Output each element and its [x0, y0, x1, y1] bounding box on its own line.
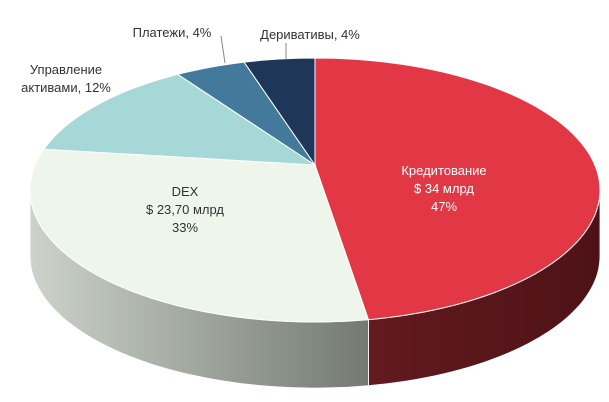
label-lending-name: Кредитование [401, 163, 486, 178]
label-dex-amount: $ 23,70 млрд [146, 202, 224, 217]
label-asset-management: Управление активами, 12% [21, 62, 111, 95]
label-lending-percent: 47% [431, 199, 457, 214]
leader-line-payments [220, 35, 226, 64]
slice-3 [176, 61, 316, 166]
slice-4 [243, 57, 316, 167]
label-dex-percent: 33% [172, 220, 198, 235]
label-dex-name: DEX [172, 184, 199, 199]
slice-0 [314, 57, 601, 321]
label-lending-amount: $ 34 млрд [414, 181, 474, 196]
label-payments: Платежи, 4% [133, 25, 212, 40]
slice-1 [29, 148, 370, 323]
label-derivatives: Деривативы, 4% [260, 27, 360, 42]
slice-2 [42, 73, 317, 166]
